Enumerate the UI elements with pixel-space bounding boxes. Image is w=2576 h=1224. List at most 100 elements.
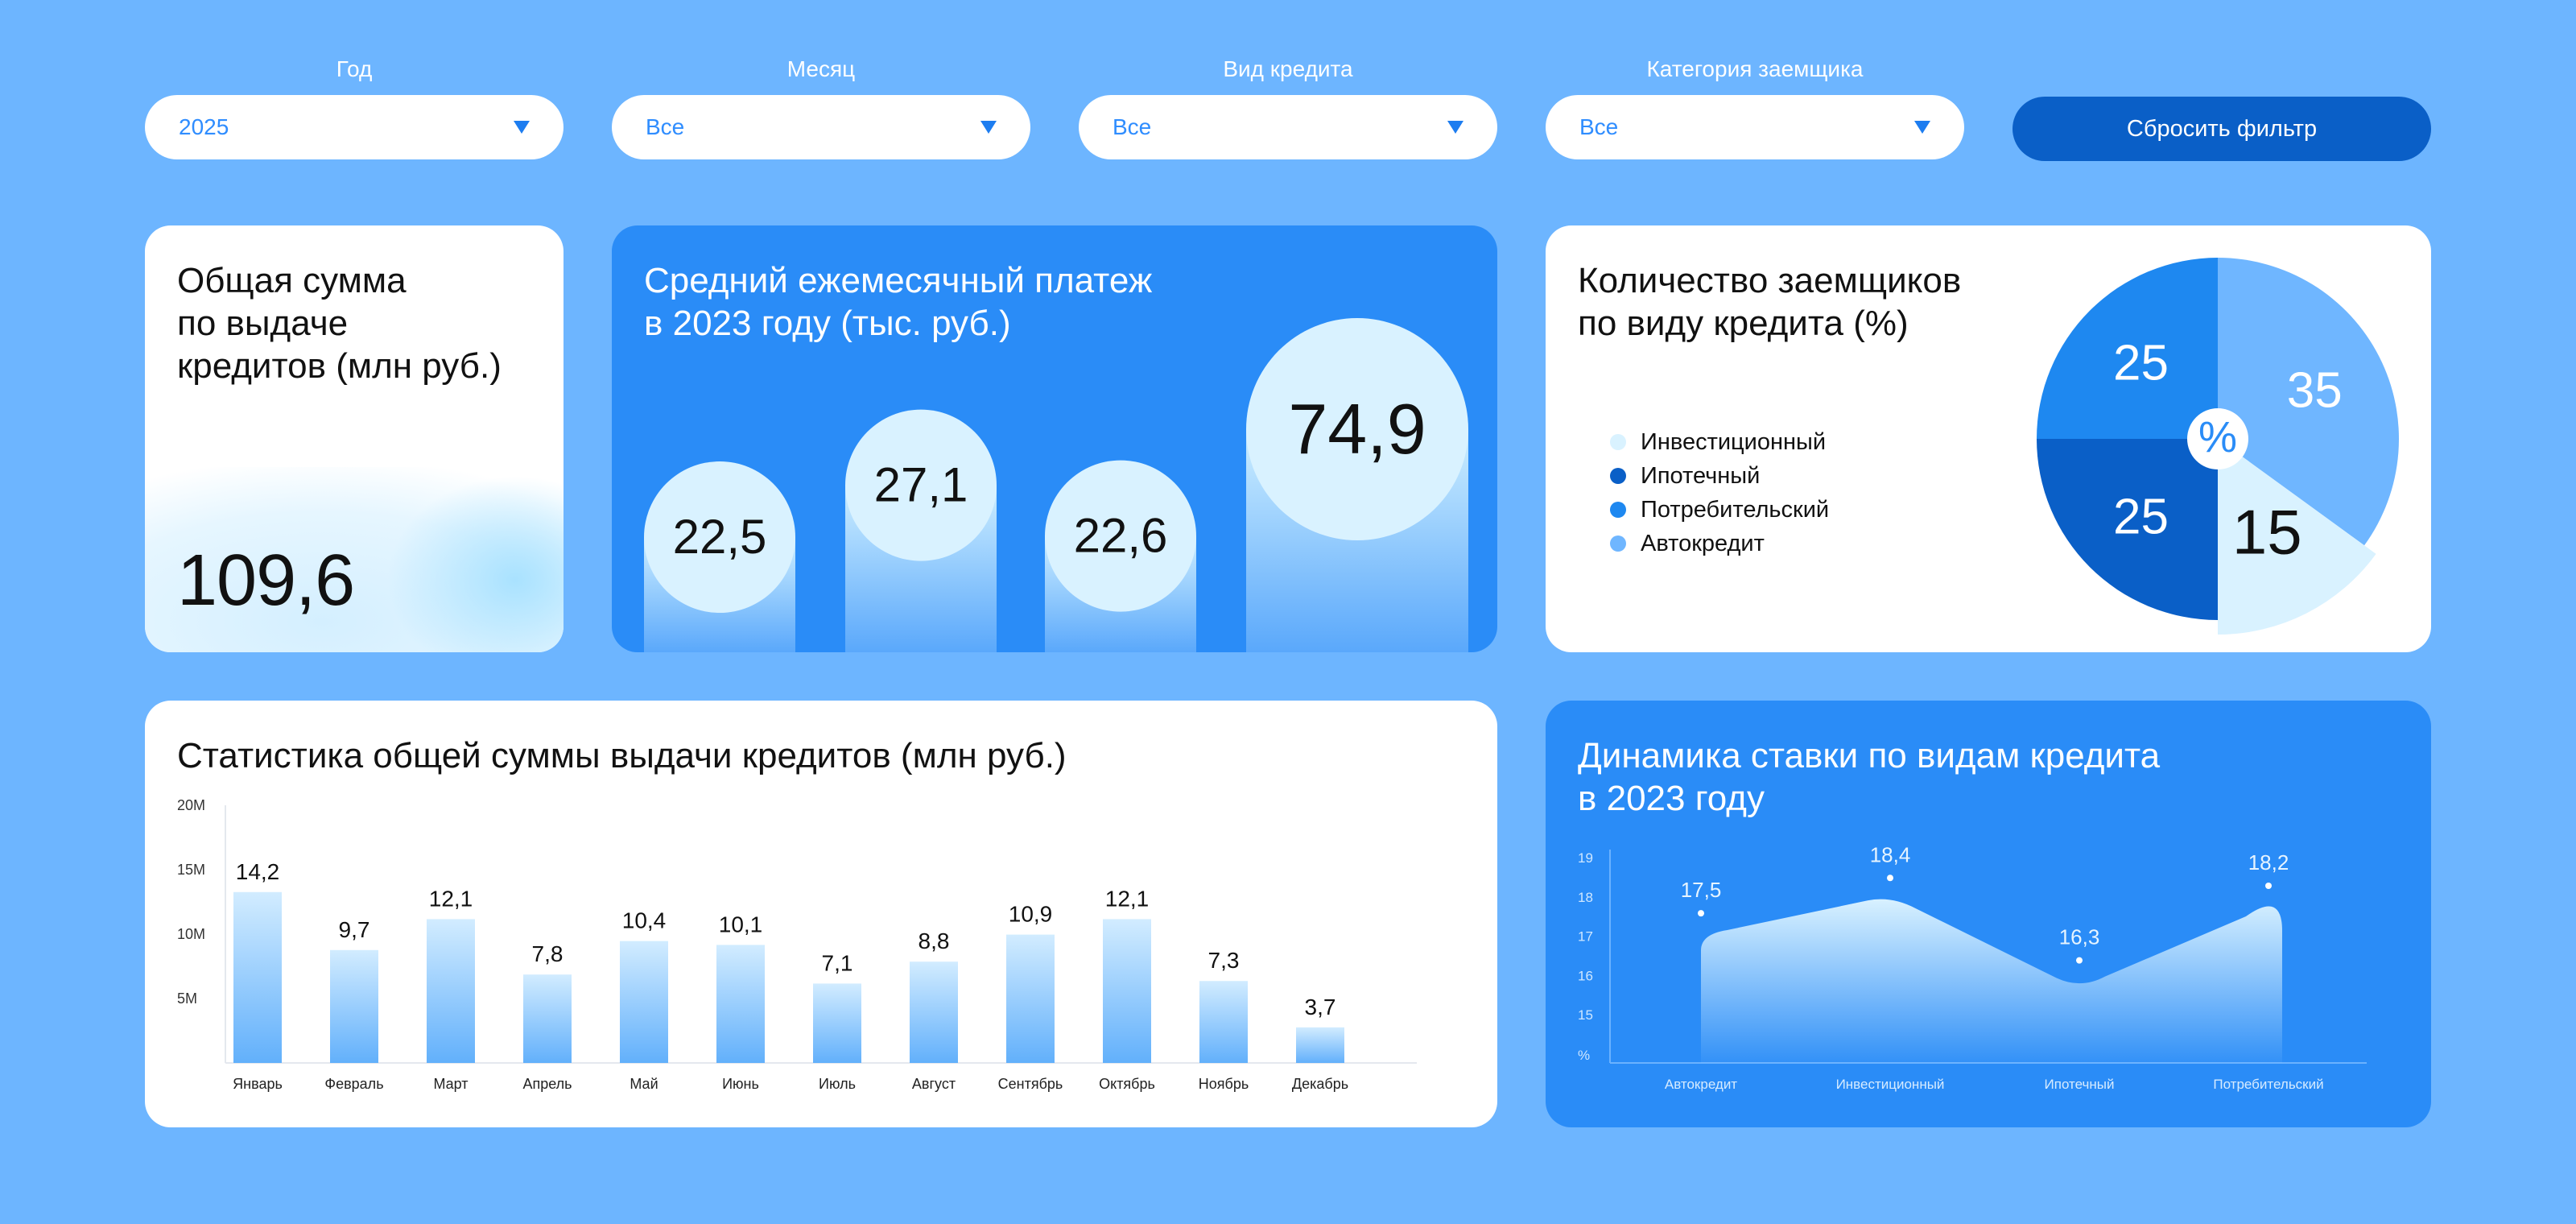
payment-bar — [1045, 460, 1196, 612]
legend-item-consumer: Потребительский — [1610, 493, 1829, 527]
month-label: Октябрь — [1099, 1076, 1155, 1092]
month-label: Апрель — [522, 1076, 572, 1092]
pie-slice — [2037, 258, 2218, 439]
chevron-down-icon — [514, 121, 530, 134]
rate-dynamics-title: Динамика ставки по видам кредита в 2023 … — [1578, 736, 2161, 818]
legend-dot — [1610, 502, 1626, 518]
month-label: Сентябрь — [998, 1076, 1063, 1092]
month-label: Август — [912, 1076, 956, 1092]
y-tick-label: 18 — [1578, 890, 1593, 905]
borrowers-card: Количество заемщиков по виду кредита (%)… — [1546, 225, 2431, 652]
filter-borrower-category-label: Категория заемщика — [1646, 56, 1864, 81]
payment-bar — [845, 409, 997, 561]
legend-dot — [1610, 468, 1626, 484]
month-value-label: 10,9 — [1009, 902, 1053, 927]
credit-type-label: Инвестиционный — [1836, 1077, 1945, 1092]
filter-credit-type-label: Вид кредита — [1223, 56, 1353, 81]
month-label: Март — [433, 1076, 468, 1092]
pie-center-badge — [2187, 408, 2248, 469]
month-bar — [233, 891, 282, 1063]
month-value-label: 7,1 — [822, 950, 853, 975]
loan-statistics-card: Статистика общей суммы выдачи кредитов (… — [145, 701, 1497, 1127]
pie-value-label: 35 — [2287, 363, 2343, 419]
month-value-label: 8,8 — [919, 928, 950, 953]
month-value-label: 12,1 — [1105, 886, 1150, 911]
month-bar — [1006, 934, 1055, 1063]
total-amount-card: Общая сумма по выдаче кредитов (млн руб.… — [145, 225, 564, 652]
month-bar — [1296, 1027, 1344, 1063]
legend-label: Потребительский — [1641, 496, 1830, 523]
chevron-down-icon — [1447, 121, 1463, 134]
monthly-bar-chart: 5M 10M 15M 20M 14,2 Январь 9,7 Февраль 12,1 Март… — [177, 797, 1417, 1092]
month-bar — [427, 919, 475, 1063]
month-value-label: 9,7 — [339, 917, 370, 942]
month-bar — [813, 983, 861, 1063]
month-value-label: 7,8 — [532, 941, 564, 966]
month-label: Январь — [233, 1076, 283, 1092]
borrower-category-select[interactable]: Все — [1546, 95, 1964, 159]
legend-label: Автокредит — [1641, 530, 1765, 556]
rate-value-label: 16,3 — [2059, 925, 2100, 949]
borrowers-title: Количество заемщиков по виду кредита (%) — [1578, 261, 1962, 343]
total-amount-title: Общая сумма по выдаче кредитов (млн руб.… — [177, 261, 502, 386]
filter-borrower-category: Категория заемщика Все — [1546, 55, 1964, 159]
filter-year: Год 2025 — [145, 55, 564, 159]
pie-value-label: 25 — [2113, 489, 2169, 544]
pie-slice — [2037, 439, 2218, 620]
payment-value-label: 27,1 — [874, 458, 968, 512]
percent-symbol: % — [2198, 413, 2237, 461]
legend-item-mortgage: Ипотечный — [1610, 459, 1829, 493]
credit-type-select[interactable]: Все — [1079, 95, 1497, 159]
credit-type-label: Ипотечный — [2045, 1077, 2115, 1092]
reset-filter-button[interactable]: Сбросить фильтр — [2013, 97, 2431, 161]
pie-chart: 35 15 25 25 % — [2037, 258, 2399, 635]
rate-value-label: 17,5 — [1681, 878, 1722, 902]
legend-label: Инвестиционный — [1641, 428, 1827, 455]
month-select-value: Все — [646, 114, 685, 139]
y-tick-label: 16 — [1578, 968, 1593, 983]
credit-type-label: Потребительский — [2213, 1077, 2323, 1092]
year-select[interactable]: 2025 — [145, 95, 564, 159]
y-tick-label: 20M — [177, 797, 205, 813]
month-value-label: 10,4 — [622, 908, 667, 933]
average-payment-card: 22,5 27,1 22,6 74,9 Средний ежемесячный пла… — [612, 225, 1497, 652]
y-tick-label: 15 — [1578, 1007, 1593, 1023]
month-label: Июль — [819, 1076, 856, 1092]
legend-dot — [1610, 536, 1626, 552]
rate-area-chart: 15 16 17 18 19% 17,5 Автокредит 18,4 Инвестицио… — [1578, 842, 2367, 1092]
y-tick-label: 15M — [177, 862, 205, 878]
rate-value-label: 18,4 — [1870, 842, 1911, 866]
month-value-label: 10,1 — [719, 912, 763, 937]
pie-legend: Инвестиционный Ипотечный Потребительский… — [1610, 425, 1829, 560]
rate-point — [1698, 910, 1704, 917]
payment-value-label: 22,5 — [673, 510, 767, 564]
month-label: Ноябрь — [1199, 1076, 1249, 1092]
filter-year-label: Год — [336, 56, 373, 81]
pie-value-label: 25 — [2113, 336, 2169, 391]
y-tick-label: 10M — [177, 926, 205, 942]
y-tick-label: 17 — [1578, 929, 1593, 945]
pie-slice — [2218, 258, 2399, 546]
pie-value-label: 15 — [2232, 496, 2302, 567]
month-value-label: 3,7 — [1305, 994, 1336, 1019]
chevron-down-icon — [980, 121, 997, 134]
month-bar — [330, 949, 378, 1063]
payment-bar — [1246, 318, 1468, 540]
legend-item-auto: Автокредит — [1610, 527, 1829, 560]
borrower-category-select-value: Все — [1579, 114, 1619, 139]
month-bar — [523, 974, 572, 1063]
y-tick-label: 19 — [1578, 850, 1593, 866]
average-payment-title: Средний ежемесячный платеж в 2023 году (… — [644, 261, 1153, 343]
filter-month-label: Месяц — [786, 56, 856, 81]
rate-area — [1701, 899, 2282, 1063]
month-label: Июнь — [722, 1076, 759, 1092]
y-tick-label: 5M — [177, 990, 197, 1007]
month-select[interactable]: Все — [612, 95, 1030, 159]
month-label: Февраль — [324, 1076, 383, 1092]
legend-item-investment: Инвестиционный — [1610, 425, 1829, 459]
credit-type-label: Автокредит — [1665, 1077, 1737, 1092]
month-label: Май — [630, 1076, 658, 1092]
legend-dot — [1610, 434, 1626, 450]
month-bar — [620, 941, 668, 1063]
payment-value-label: 74,9 — [1288, 389, 1426, 469]
